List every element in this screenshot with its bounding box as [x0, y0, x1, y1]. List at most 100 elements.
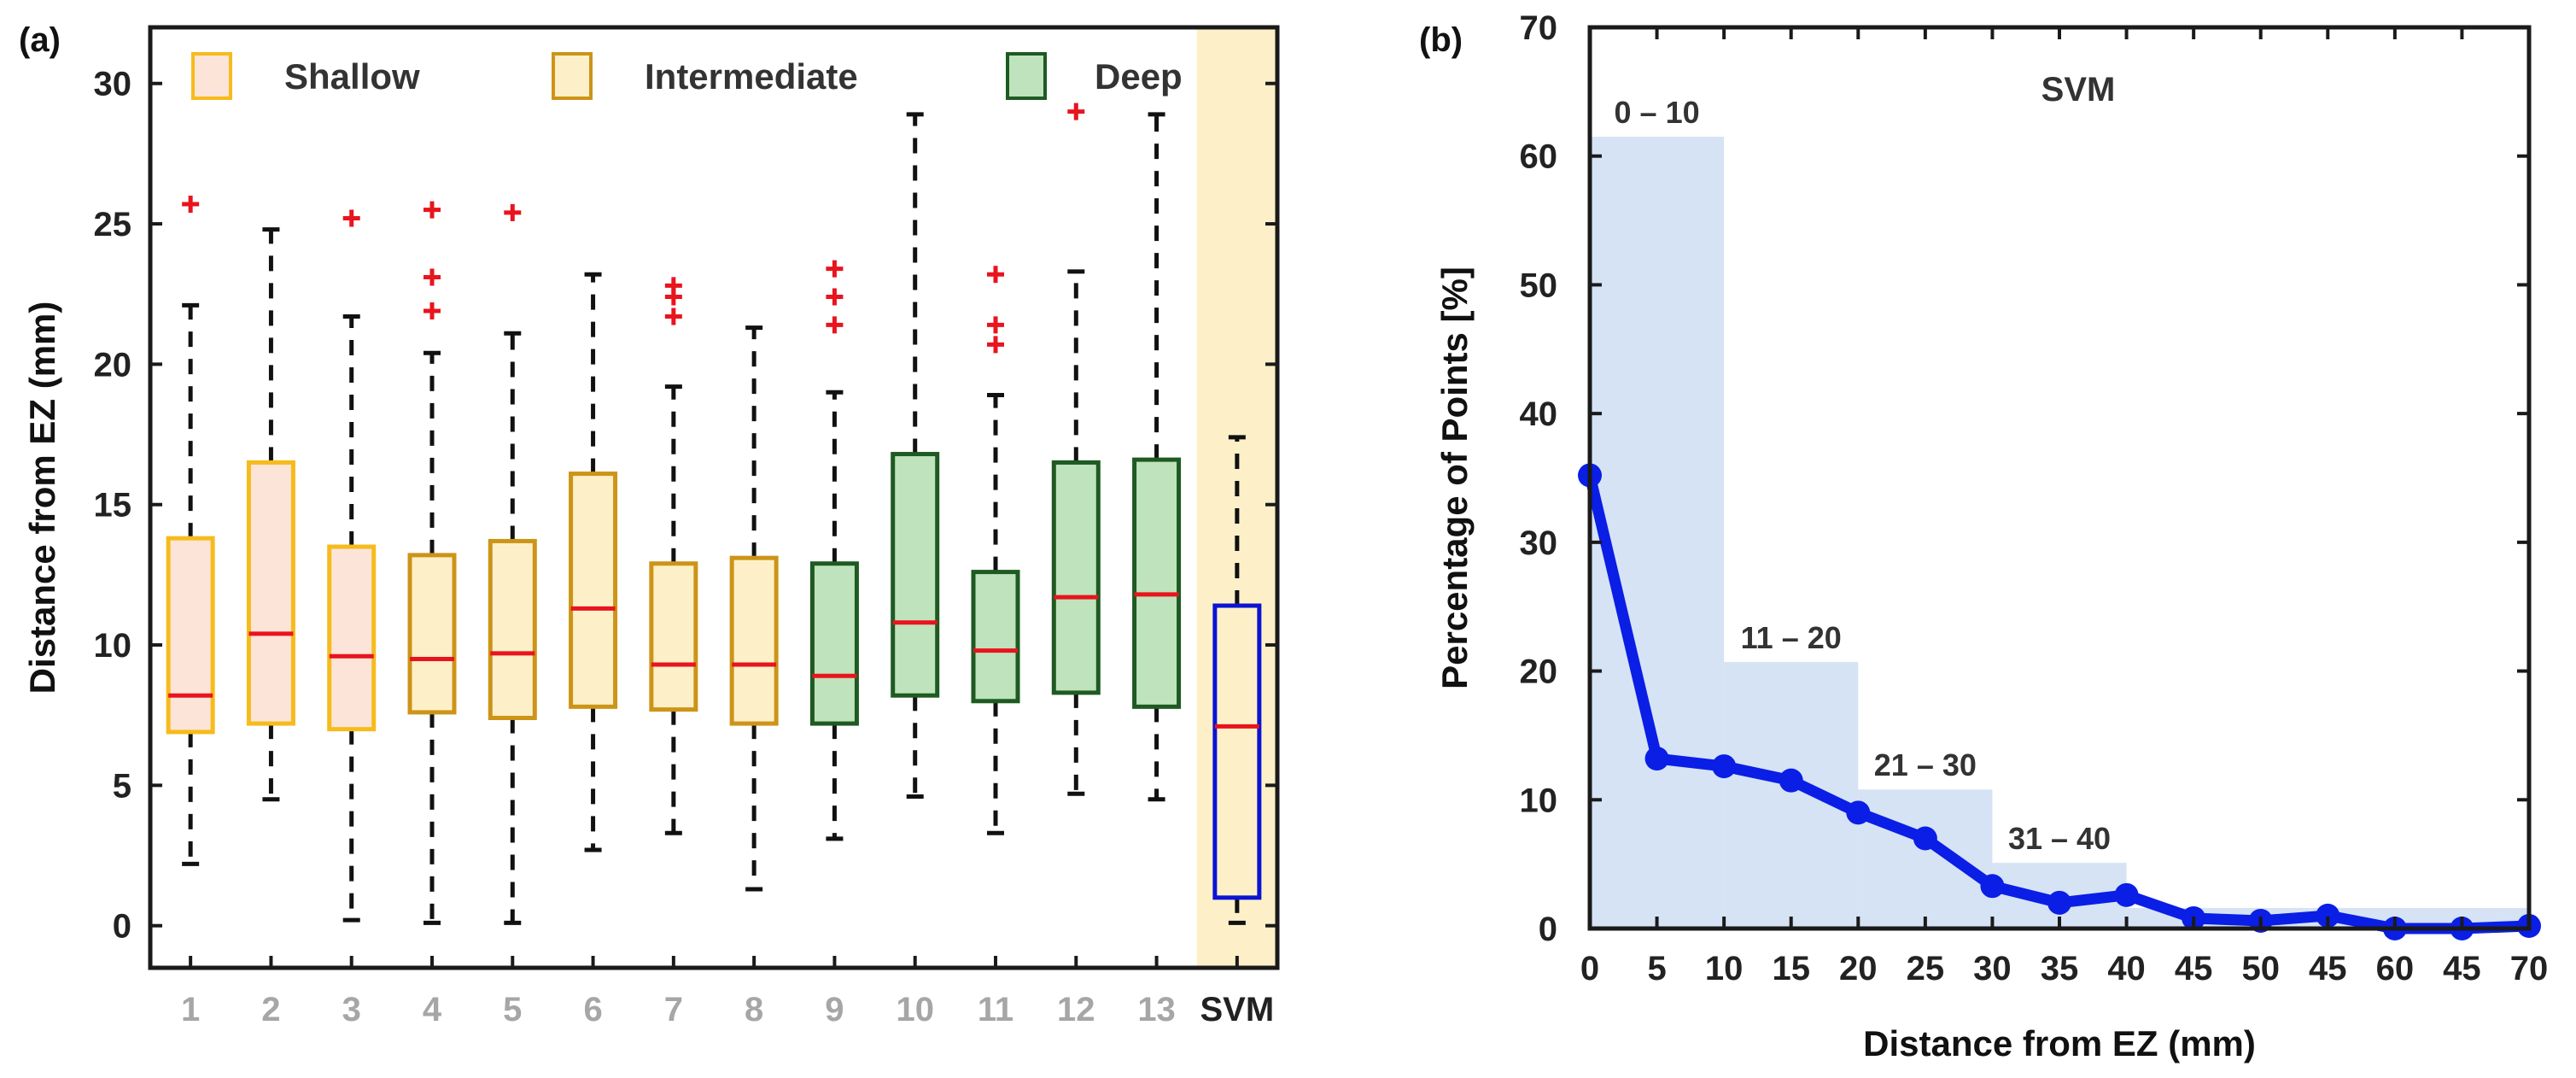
box-SVM — [1212, 435, 1262, 925]
bin-label: 11 – 20 — [1741, 620, 1842, 655]
box-6 — [569, 272, 618, 852]
outlier-marker — [664, 277, 682, 295]
legend-label: Deep — [1095, 56, 1183, 97]
legend-item-shallow: Shallow — [191, 52, 420, 100]
x-tick-label: 1 — [181, 991, 200, 1028]
legend-item-intermediate: Intermediate — [552, 52, 858, 100]
x-tick-label: 13 — [1137, 991, 1176, 1028]
panel-b-line-chart: (b) 0 – 10 11 – 20 21 – 30 31 – 40 0 10 20 30 4… — [1419, 9, 2548, 1063]
data-point — [1712, 754, 1737, 779]
data-point — [1846, 800, 1871, 825]
y-tick-label: 15 — [94, 487, 132, 524]
legend-item-deep: Deep — [1006, 52, 1183, 100]
box-iqr — [1132, 457, 1182, 709]
panel-a-y-label: Distance from EZ (mm) — [22, 302, 62, 694]
x-tick-label: 20 — [1839, 950, 1878, 987]
outlier-marker — [826, 260, 844, 278]
x-tick-label: 8 — [745, 991, 763, 1028]
x-tick-label: 45 — [2309, 950, 2347, 987]
outlier-marker — [987, 316, 1004, 334]
bin-label: 31 – 40 — [2008, 821, 2111, 856]
y-tick-label: 50 — [1520, 267, 1558, 304]
outlier-marker — [826, 288, 844, 306]
panel-b-bins: 0 – 10 11 – 20 21 – 30 31 – 40 — [1590, 95, 2529, 929]
y-tick-label: 30 — [94, 66, 132, 103]
data-point — [1644, 747, 1669, 771]
svm-highlight-band — [1196, 27, 1277, 968]
y-tick-label: 5 — [113, 767, 131, 805]
box-4 — [407, 201, 457, 925]
box-iqr — [729, 555, 779, 726]
box-13 — [1132, 112, 1182, 802]
box-iqr — [809, 561, 859, 726]
bin-label: 21 – 30 — [1874, 747, 1977, 782]
box-1 — [166, 196, 215, 866]
box-iqr — [488, 538, 537, 720]
y-tick-label: 20 — [94, 346, 132, 384]
box-iqr — [1212, 603, 1262, 900]
outlier-marker — [1067, 103, 1085, 120]
data-point — [2316, 903, 2340, 928]
bin-bar — [1724, 662, 1859, 929]
box-iqr — [891, 452, 940, 698]
panel-a-axes-frame — [148, 25, 1280, 970]
outlier-marker — [423, 201, 441, 219]
y-tick-label: 0 — [113, 908, 131, 946]
box-5 — [488, 203, 537, 925]
x-tick-label: 10 — [896, 991, 934, 1028]
x-tick-label: 11 — [978, 991, 1013, 1028]
y-tick-label: 10 — [1520, 782, 1558, 819]
box-7 — [649, 277, 698, 835]
outlier-marker — [423, 302, 441, 319]
box-11 — [971, 266, 1020, 835]
box-iqr — [971, 570, 1020, 704]
panel-b-axes-frame — [1587, 25, 2532, 931]
outlier-marker — [504, 203, 522, 221]
x-tick-label: 2 — [261, 991, 280, 1028]
y-tick-label: 60 — [1520, 138, 1558, 176]
bin-bar — [1590, 137, 1725, 929]
x-tick-label: 15 — [1772, 950, 1810, 987]
x-tick-label: 5 — [1647, 950, 1666, 987]
x-tick-label: 40 — [2107, 950, 2146, 987]
box-iqr — [327, 544, 377, 732]
x-tick-label: 4 — [423, 991, 442, 1028]
x-tick-label: 45 — [2443, 950, 2481, 987]
bin-0: 0 – 10 — [1590, 95, 1725, 929]
box-iqr — [1051, 460, 1101, 695]
x-tick-label: 60 — [2376, 950, 2415, 987]
box-iqr — [246, 460, 295, 726]
panel-b-y-label: Percentage of Points [%] — [1434, 267, 1475, 689]
x-tick-label: 0 — [1580, 950, 1599, 987]
outlier-marker — [664, 308, 682, 325]
panel-b-series — [1578, 463, 2541, 940]
bin-1: 11 – 20 — [1724, 620, 1859, 929]
x-tick-label: 70 — [2510, 950, 2549, 987]
bin-label: 0 – 10 — [1615, 95, 1700, 130]
box-9 — [809, 260, 859, 841]
legend-swatch — [552, 52, 593, 100]
y-tick-label: 70 — [1520, 9, 1558, 47]
box-3 — [327, 209, 377, 923]
legend-label: Intermediate — [645, 56, 858, 97]
box-iqr — [569, 472, 618, 709]
y-tick-label: 25 — [94, 206, 132, 243]
x-tick-label: 50 — [2241, 950, 2280, 987]
legend-label: Shallow — [284, 56, 420, 97]
outlier-marker — [182, 196, 200, 214]
outlier-marker — [342, 209, 360, 227]
legend-swatch — [191, 52, 232, 100]
box-10 — [891, 112, 940, 800]
y-tick-label: 40 — [1520, 395, 1558, 433]
panel-b-label: (b) — [1419, 21, 1463, 59]
box-12 — [1051, 103, 1101, 796]
data-point — [2114, 882, 2139, 907]
panel-a-label: (a) — [19, 21, 61, 59]
x-tick-label: 7 — [664, 991, 683, 1028]
data-point — [1980, 874, 2005, 899]
y-tick-label: 20 — [1520, 653, 1558, 691]
panel-a-boxes — [166, 103, 1262, 925]
y-tick-label: 30 — [1520, 524, 1558, 562]
y-tick-label: 10 — [94, 627, 132, 665]
